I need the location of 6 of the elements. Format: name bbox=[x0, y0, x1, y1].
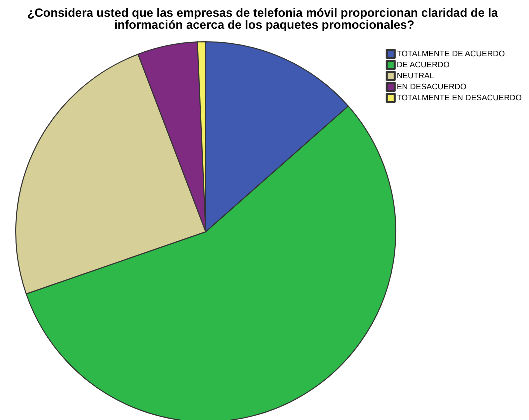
legend-label: TOTALMENTE EN DESACUERDO bbox=[396, 94, 522, 102]
legend-label: NEUTRAL bbox=[396, 72, 435, 80]
legend-label: EN DESACUERDO bbox=[396, 82, 467, 92]
legend-label: TOTALMENTE DE ACUERDO bbox=[396, 50, 506, 58]
chart-title: ¿Considera usted que las empresas de telefonia móvil proporcionan claridad de la información acerca de los paquetes promocionales? bbox=[27, 6, 502, 32]
legend-label: DE ACUERDO bbox=[396, 60, 450, 70]
